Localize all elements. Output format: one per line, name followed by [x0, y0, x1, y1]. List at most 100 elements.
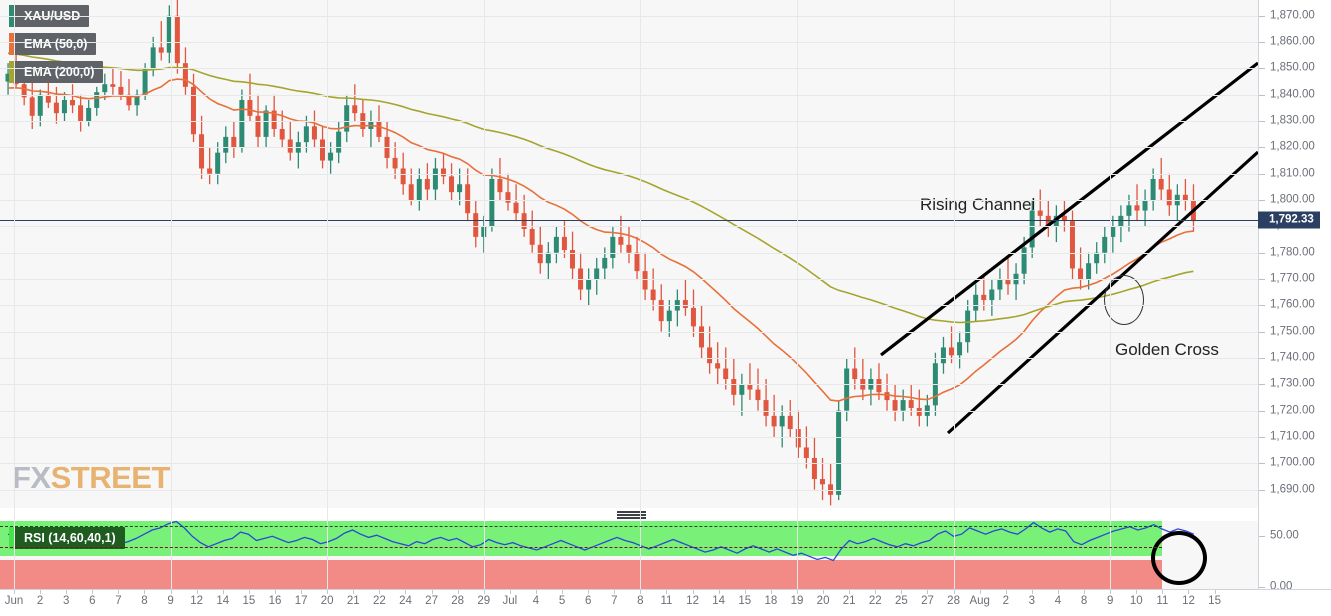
- price-tick: [1259, 489, 1265, 491]
- price-gridline: [0, 42, 1258, 44]
- price-pane[interactable]: [0, 0, 1258, 508]
- date-axis-label: 10: [1129, 595, 1143, 607]
- date-axis[interactable]: Jun 2 3 6 7 8 9 12 14 15 16 17 20 21 22 24 27 28 29 Jul 4 5 6 7…: [0, 589, 1331, 616]
- date-tick: [1188, 590, 1190, 594]
- date-axis-label: 2: [36, 595, 44, 607]
- price-gridline: [0, 331, 1258, 333]
- handle-line: [617, 517, 646, 519]
- price-tick: [1259, 331, 1265, 333]
- date-tick: [1057, 590, 1059, 594]
- date-gridline: [327, 0, 329, 589]
- date-tick: [353, 590, 355, 594]
- price-axis-label: 1,830.00: [1270, 114, 1315, 127]
- golden-cross-ellipse: [1104, 275, 1144, 325]
- date-axis-label: 16: [268, 595, 282, 607]
- price-gridline: [0, 357, 1258, 359]
- date-tick: [953, 590, 955, 594]
- price-axis-label: 1,710.00: [1270, 430, 1315, 443]
- price-tick: [1259, 147, 1265, 149]
- date-axis-label: 22: [372, 595, 386, 607]
- date-axis-label: 7: [611, 595, 618, 607]
- date-tick: [14, 590, 15, 594]
- date-tick: [483, 590, 485, 594]
- date-tick: [927, 590, 929, 594]
- annotation-rising-channel: Rising Channel: [920, 195, 1036, 214]
- price-gridline: [0, 410, 1258, 412]
- price-gridline: [0, 463, 1258, 465]
- date-tick: [666, 590, 668, 594]
- pane-resize-handle[interactable]: [617, 511, 646, 519]
- price-gridline: [0, 121, 1258, 123]
- date-tick: [222, 590, 224, 594]
- rsi-highlight-ellipse: [1151, 531, 1207, 585]
- date-axis-label: 15: [738, 595, 752, 607]
- annotation-golden-cross: Golden Cross: [1115, 340, 1219, 359]
- date-axis-label: 8: [1080, 595, 1088, 607]
- date-tick: [301, 590, 303, 594]
- price-axis-label: 1,800.00: [1270, 193, 1315, 206]
- date-axis-label: 19: [790, 595, 804, 607]
- legend-ema50-swatch: [9, 33, 14, 55]
- date-tick: [979, 590, 981, 594]
- price-tick: [1259, 173, 1265, 175]
- date-tick: [849, 590, 851, 594]
- price-axis-label: 1,820.00: [1270, 140, 1315, 153]
- date-axis-label: 15: [1208, 595, 1221, 607]
- date-axis-label: 4: [1054, 595, 1062, 607]
- price-axis-label: 1,740.00: [1270, 351, 1315, 364]
- date-tick: [562, 590, 564, 594]
- price-gridline: [0, 147, 1258, 149]
- rsi-oversold-zone: [0, 560, 1162, 589]
- legend-rsi[interactable]: RSI (14,60,40,1): [9, 527, 125, 549]
- date-axis-label: 9: [1106, 595, 1114, 607]
- current-price-line: [0, 220, 1258, 222]
- date-axis-label: 2: [1002, 595, 1009, 607]
- date-tick: [66, 590, 68, 594]
- date-axis-label: 5: [558, 595, 566, 607]
- legend-ema50-label: EMA (50,0): [24, 37, 88, 51]
- price-axis-label: 1,730.00: [1270, 377, 1315, 390]
- date-axis-label: 20: [320, 595, 334, 607]
- date-axis-label: 12: [686, 595, 699, 607]
- price-axis[interactable]: 1,870.00 1,860.00 1,850.00 1,840.00 1,830.00…: [1258, 0, 1331, 592]
- date-tick: [196, 590, 198, 594]
- legend-ema200[interactable]: EMA (200,0): [9, 61, 104, 83]
- price-gridline: [0, 226, 1258, 228]
- date-axis-label: 9: [167, 595, 174, 607]
- date-gridline: [1110, 0, 1112, 589]
- legend-ema200-swatch: [9, 61, 14, 83]
- date-axis-label: 7: [115, 595, 122, 607]
- date-axis-label: 25: [894, 595, 908, 607]
- date-tick: [457, 590, 459, 594]
- date-tick: [770, 590, 772, 594]
- date-axis-label: 28: [451, 595, 465, 607]
- date-gridline: [640, 0, 642, 589]
- date-axis-label: 18: [764, 595, 778, 607]
- date-axis-label: 6: [584, 595, 592, 607]
- price-tick: [1259, 305, 1265, 307]
- date-axis-label: 27: [425, 595, 438, 607]
- date-gridline: [170, 0, 172, 589]
- fxstreet-watermark: FXSTREET: [12, 460, 170, 496]
- date-tick: [327, 590, 329, 594]
- date-tick: [1031, 590, 1033, 594]
- date-axis-label: 3: [1028, 595, 1036, 607]
- date-tick: [692, 590, 694, 594]
- date-tick: [744, 590, 746, 594]
- date-tick: [248, 590, 250, 594]
- legend-rsi-swatch: [9, 527, 14, 549]
- date-axis-label: 6: [89, 595, 96, 607]
- date-axis-label: 12: [190, 595, 204, 607]
- price-gridline: [0, 305, 1258, 307]
- rsi-band-line: [0, 525, 1162, 527]
- date-tick: [1214, 590, 1216, 594]
- price-gridline: [0, 94, 1258, 96]
- date-axis-label: 3: [62, 595, 70, 607]
- date-axis-label: Aug: [969, 595, 990, 607]
- price-tick: [1259, 68, 1265, 70]
- legend-rsi-label: RSI (14,60,40,1): [24, 531, 116, 545]
- legend-ema50[interactable]: EMA (50,0): [9, 33, 97, 55]
- price-gridline: [0, 279, 1258, 280]
- handle-line: [617, 514, 646, 516]
- date-axis-label: 4: [532, 595, 540, 607]
